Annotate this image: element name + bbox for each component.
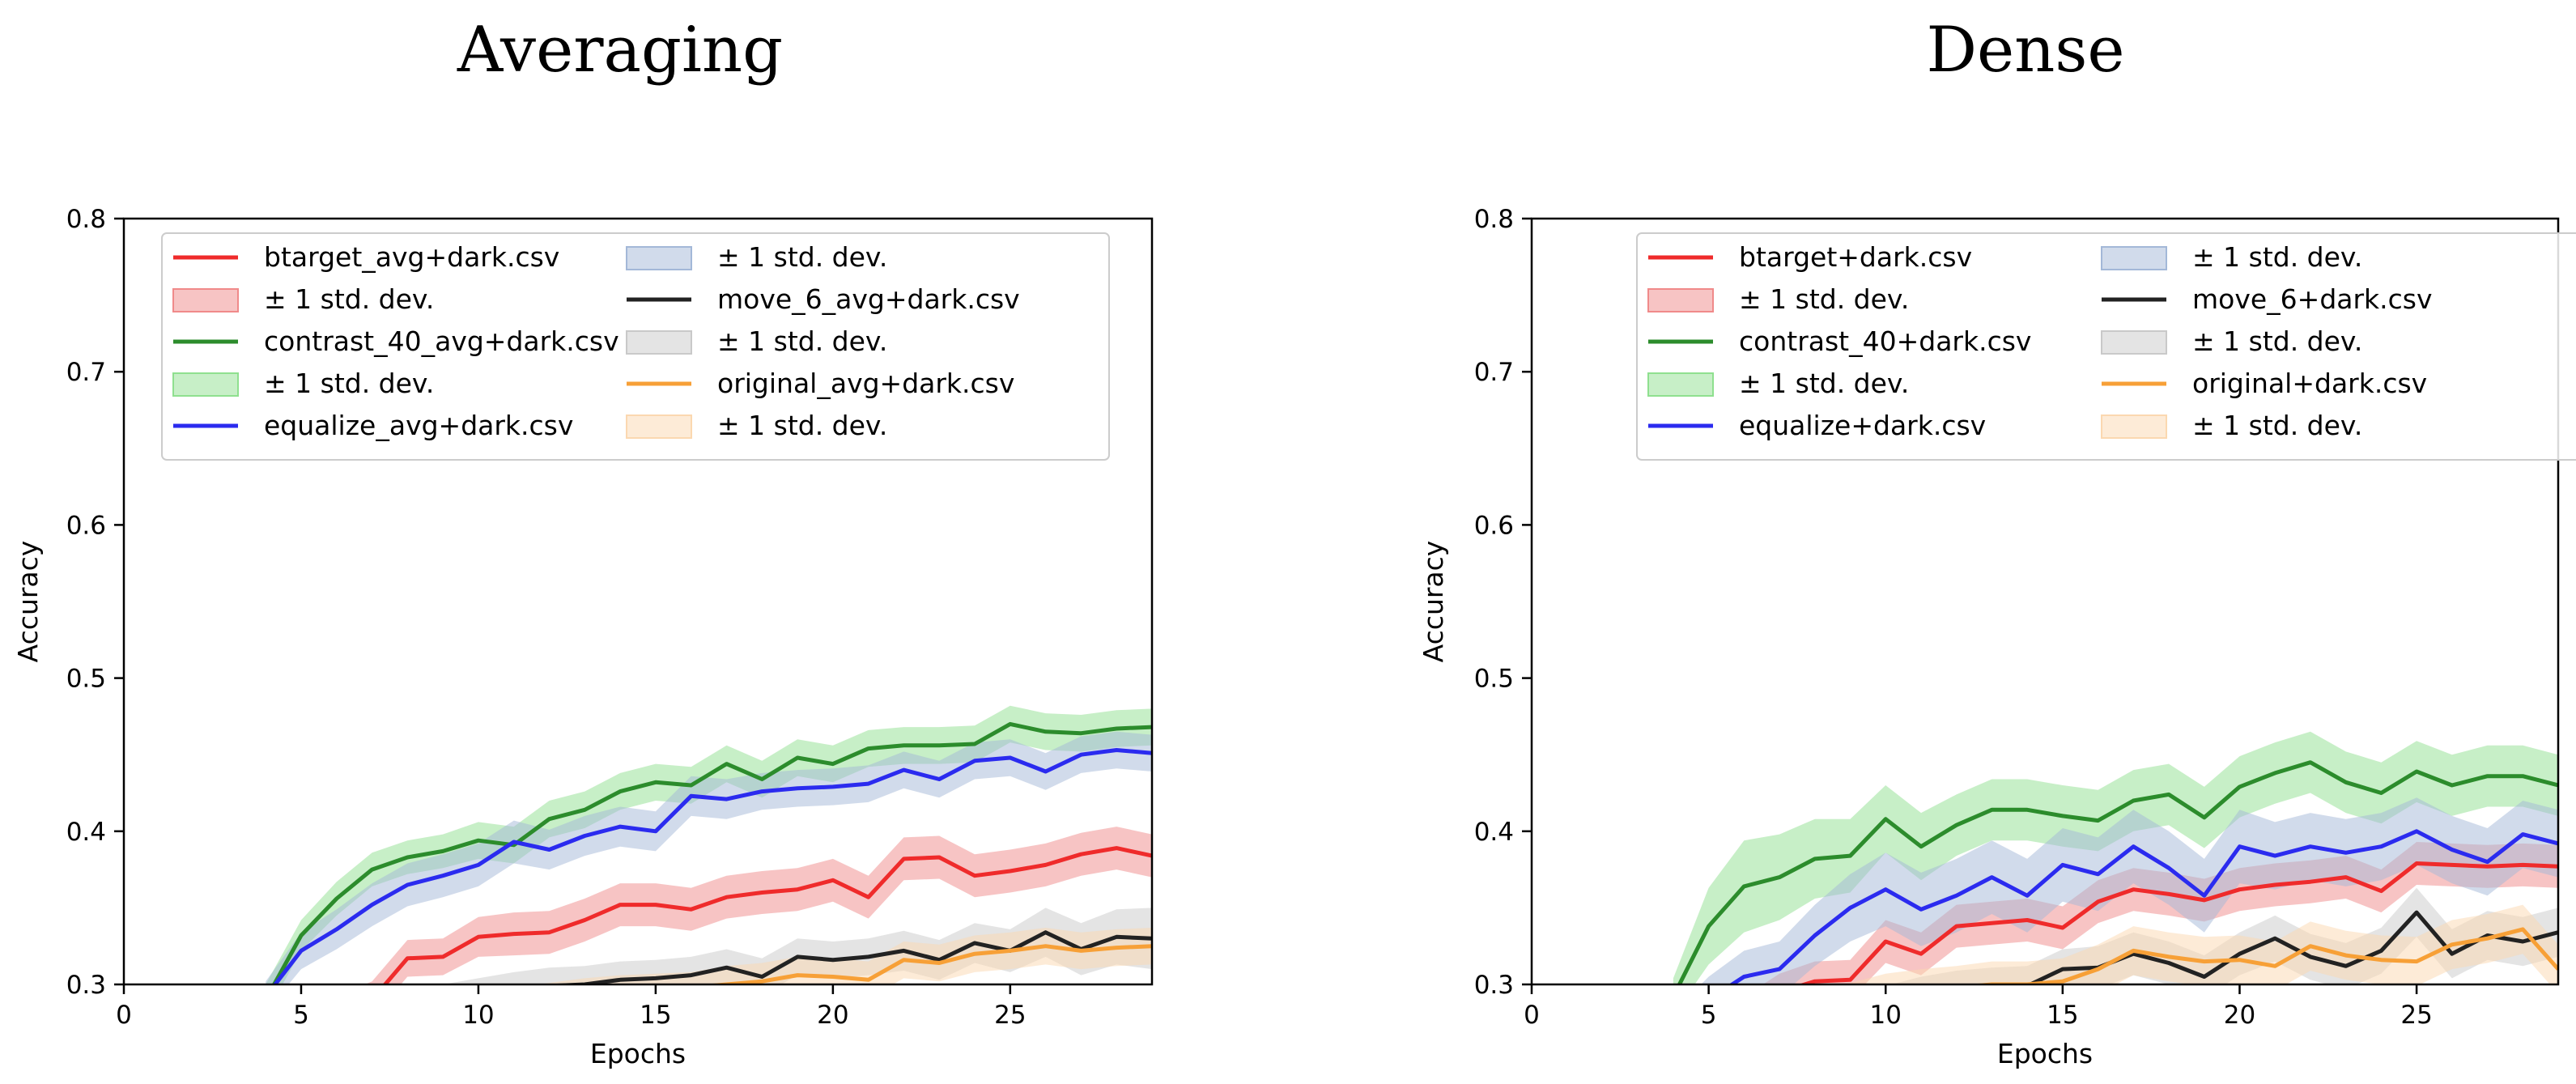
y-tick-label: 0.7: [1474, 358, 1514, 387]
y-tick-label: 0.8: [66, 205, 106, 234]
plot-area: 0 5 10 15 20 25 0.3 0.4 0.5 0.6 0.7 0.8 btarget_avg+…: [66, 205, 1154, 1030]
legend: btarget_avg+dark.csv ± 1 std. dev. contras…: [161, 232, 1110, 461]
legend-label: equalize_avg+dark.csv: [264, 410, 573, 441]
legend-band-swatch: [626, 414, 692, 439]
legend-band-swatch: [2101, 330, 2167, 355]
std-band-1: [1673, 731, 2558, 984]
y-tick-label: 0.4: [66, 818, 106, 847]
x-tick-label: 0: [116, 1001, 132, 1030]
y-axis-label: Accuracy: [1418, 541, 1449, 663]
series-line-1: [271, 721, 1152, 984]
legend-label: btarget+dark.csv: [1739, 241, 1972, 273]
legend-label: equalize+dark.csv: [1739, 410, 1986, 441]
legend-label: ± 1 std. dev.: [1739, 283, 1909, 315]
series-line-0: [382, 846, 1152, 984]
x-tick-label: 10: [1870, 1001, 1902, 1030]
series-line-2: [1728, 829, 2558, 984]
legend-label: ± 1 std. dev.: [264, 283, 434, 315]
chart-dense: Dense 0 5 10 15 20 25 0.3 0.4 0.5 0.6 0.7 0.8 btarge…: [1418, 14, 2576, 1069]
y-tick-label: 0.5: [66, 665, 106, 694]
legend-label: contrast_40+dark.csv: [1739, 325, 2031, 357]
legend-band-swatch: [172, 372, 239, 397]
x-tick-label: 15: [640, 1001, 671, 1030]
chart-title: Dense: [1926, 14, 2124, 87]
y-tick-label: 0.4: [1474, 818, 1514, 847]
series-line-4: [703, 944, 1152, 984]
y-tick-label: 0.8: [1474, 205, 1514, 234]
std-band-2: [266, 731, 1152, 984]
legend-band-swatch: [626, 246, 692, 270]
legend-band-swatch: [626, 330, 692, 355]
series-line-0: [1797, 861, 2558, 984]
x-tick-label: 25: [994, 1001, 1026, 1030]
legend-label: original_avg+dark.csv: [717, 368, 1014, 399]
legend-label: move_6+dark.csv: [2192, 283, 2433, 315]
std-band-3: [443, 908, 1152, 984]
data-layer: [1673, 731, 2558, 984]
x-tick-label: 20: [2224, 1001, 2255, 1030]
legend-label: ± 1 std. dev.: [2192, 410, 2362, 441]
legend: btarget+dark.csv ± 1 std. dev. contrast_40…: [1636, 232, 2576, 461]
axes-frame: [122, 217, 1154, 986]
legend-label: move_6_avg+dark.csv: [717, 283, 1020, 315]
x-axis-label: Epochs: [1997, 1038, 2093, 1069]
x-tick-label: 0: [1524, 1001, 1540, 1030]
legend-label: ± 1 std. dev.: [2192, 325, 2362, 357]
plot-area: 0 5 10 15 20 25 0.3 0.4 0.5 0.6 0.7 0.8 btarget+dark…: [1474, 205, 2576, 1030]
y-tick-label: 0.6: [1474, 511, 1514, 540]
legend-band-swatch: [2101, 414, 2167, 439]
y-tick-label: 0.5: [1474, 665, 1514, 694]
legend-band-swatch: [2101, 246, 2167, 270]
legend-band-swatch: [172, 288, 239, 312]
series-line-2: [272, 748, 1152, 984]
axes-frame: [1530, 217, 2560, 986]
series-line-1: [1677, 760, 2558, 984]
legend-band-swatch: [1647, 288, 1714, 312]
x-tick-label: 10: [462, 1001, 494, 1030]
legend-label: ± 1 std. dev.: [264, 368, 434, 399]
series-line-4: [1968, 927, 2558, 984]
legend-label: original+dark.csv: [2192, 368, 2427, 399]
legend-label: ± 1 std. dev.: [2192, 241, 2362, 273]
legend-label: ± 1 std. dev.: [717, 241, 887, 273]
legend-label: btarget_avg+dark.csv: [264, 241, 559, 273]
legend-label: ± 1 std. dev.: [717, 410, 887, 441]
y-axis-label: Accuracy: [12, 541, 44, 663]
x-axis-label: Epochs: [590, 1038, 686, 1069]
y-tick-label: 0.3: [66, 971, 106, 1000]
legend-band-swatch: [1647, 372, 1714, 397]
data-layer: [266, 705, 1152, 984]
y-tick-label: 0.3: [1474, 971, 1514, 1000]
chart-averaging: Averaging 0 5 10 15 20 25 0.3 0.4 0.5 0.6 0.7 0.8 bt…: [12, 14, 1154, 1069]
legend-label: ± 1 std. dev.: [1739, 368, 1909, 399]
x-tick-label: 20: [817, 1001, 848, 1030]
std-band-4: [537, 928, 1152, 984]
y-tick-label: 0.6: [66, 511, 106, 540]
x-tick-label: 5: [293, 1001, 309, 1030]
x-tick-label: 25: [2400, 1001, 2432, 1030]
legend-label: contrast_40_avg+dark.csv: [264, 325, 619, 357]
std-band-2: [1701, 797, 2558, 984]
y-tick-label: 0.7: [66, 358, 106, 387]
chart-title: Averaging: [457, 14, 783, 87]
std-band-4: [1846, 904, 2558, 984]
x-tick-label: 5: [1701, 1001, 1717, 1030]
x-tick-label: 15: [2047, 1001, 2078, 1030]
legend-label: ± 1 std. dev.: [717, 325, 887, 357]
